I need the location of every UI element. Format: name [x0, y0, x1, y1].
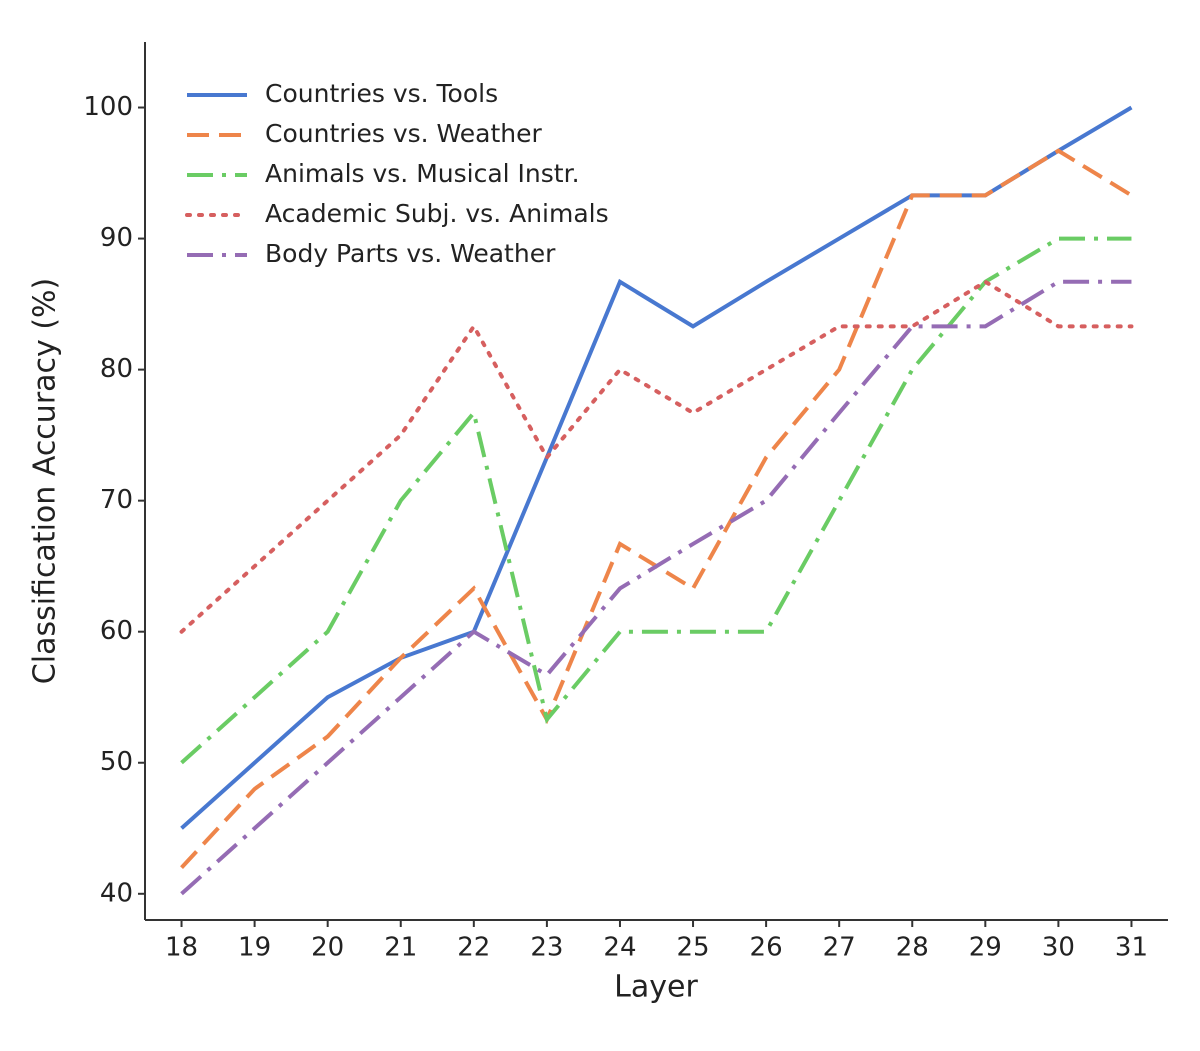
legend-label: Body Parts vs. Weather: [265, 239, 556, 268]
x-tick-label: 23: [530, 933, 563, 963]
legend-label: Countries vs. Weather: [265, 119, 543, 148]
data-line: [180, 236, 1132, 765]
x-tick-label: 26: [750, 933, 783, 963]
legend-label: Academic Subj. vs. Animals: [265, 199, 609, 228]
y-tick-label: 70: [100, 485, 133, 515]
legend-label: Countries vs. Tools: [265, 79, 498, 108]
x-tick-label: 22: [457, 933, 490, 963]
x-tick-label: 28: [896, 933, 929, 963]
y-axis-label: Classification Accuracy (%): [28, 278, 63, 684]
x-tick-label: 25: [676, 933, 709, 963]
x-tick-label: 31: [1115, 933, 1148, 963]
y-tick-label: 40: [100, 878, 133, 908]
x-tick-label: 21: [384, 933, 417, 963]
x-tick-label: 27: [823, 933, 856, 963]
y-tick-label: 80: [100, 354, 133, 384]
y-tick-label: 90: [100, 223, 133, 253]
x-tick-label: 29: [969, 933, 1002, 963]
x-axis-label: Layer: [614, 970, 698, 1005]
y-tick-label: 100: [83, 92, 133, 122]
x-tick-label: 30: [1042, 933, 1075, 963]
data-line: [180, 279, 1132, 896]
data-line: [179, 279, 1134, 634]
y-tick-label: 60: [100, 616, 133, 646]
x-tick-label: 19: [238, 933, 271, 963]
x-tick-label: 20: [311, 933, 344, 963]
y-tick-label: 50: [100, 747, 133, 777]
x-tick-label: 18: [165, 933, 198, 963]
x-tick-label: 24: [603, 933, 636, 963]
legend-label: Animals vs. Musical Instr.: [265, 159, 580, 188]
